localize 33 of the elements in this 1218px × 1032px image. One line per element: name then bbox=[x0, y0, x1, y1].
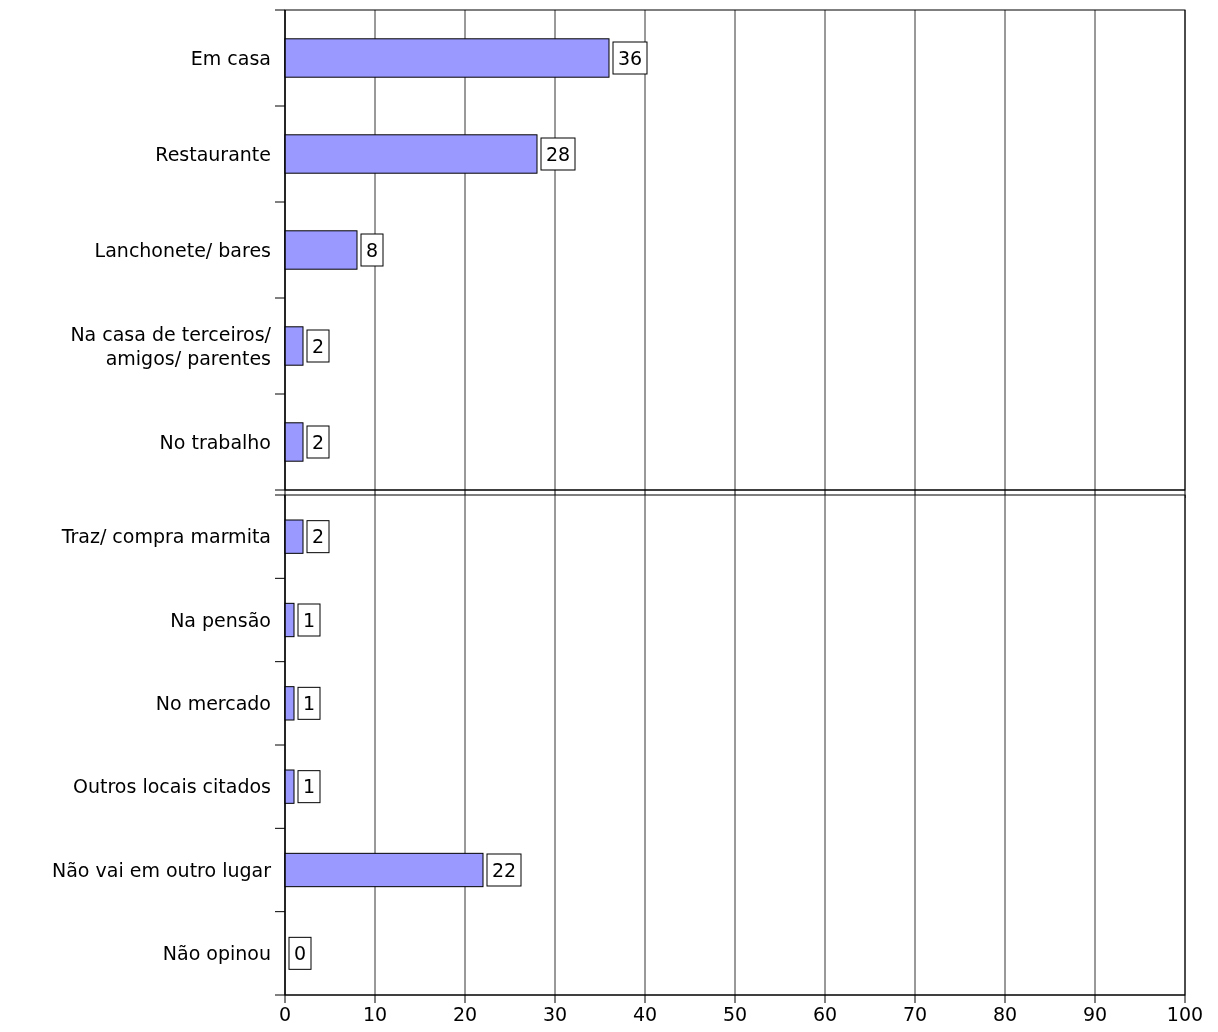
data-label: 0 bbox=[293, 941, 307, 964]
x-tick-label: 70 bbox=[902, 1003, 928, 1025]
data-label: 8 bbox=[365, 238, 379, 261]
x-tick-label: 50 bbox=[722, 1003, 748, 1025]
data-label: 36 bbox=[617, 46, 643, 69]
x-tick-label: 30 bbox=[542, 1003, 568, 1025]
data-label: 2 bbox=[311, 334, 325, 357]
data-label: 1 bbox=[302, 608, 316, 631]
data-label: 22 bbox=[491, 858, 517, 881]
data-label: 2 bbox=[311, 525, 325, 548]
y-tick-label: Lanchonete/ bares bbox=[94, 238, 271, 261]
y-tick-label: Na pensão bbox=[170, 608, 271, 631]
x-tick-label: 10 bbox=[362, 1003, 388, 1025]
y-tick-label: Não vai em outro lugar bbox=[52, 858, 272, 881]
y-tick-label: No trabalho bbox=[159, 430, 271, 453]
x-tick-label: 60 bbox=[812, 1003, 838, 1025]
x-tick-label: 40 bbox=[632, 1003, 658, 1025]
y-tick-label: Não opinou bbox=[162, 941, 271, 964]
data-label: 28 bbox=[545, 142, 571, 165]
y-tick-label: Traz/ compra marmita bbox=[60, 525, 271, 548]
y-tick-label: Em casa bbox=[190, 46, 271, 69]
x-tick-label: 20 bbox=[452, 1003, 478, 1025]
y-tick-label: Outros locais citados bbox=[72, 775, 271, 798]
data-label: 1 bbox=[302, 775, 316, 798]
x-tick-label: 0 bbox=[278, 1003, 292, 1025]
y-tick-label: No mercado bbox=[155, 691, 271, 714]
y-tick-label: Restaurante bbox=[155, 142, 271, 165]
y-tick-label: Na casa de terceiros/ amigos/ parentes bbox=[70, 322, 272, 369]
x-tick-label: 80 bbox=[992, 1003, 1018, 1025]
data-label: 1 bbox=[302, 691, 316, 714]
data-label: 2 bbox=[311, 430, 325, 453]
x-tick-label: 100 bbox=[1166, 1003, 1204, 1025]
x-tick-label: 90 bbox=[1082, 1003, 1108, 1025]
